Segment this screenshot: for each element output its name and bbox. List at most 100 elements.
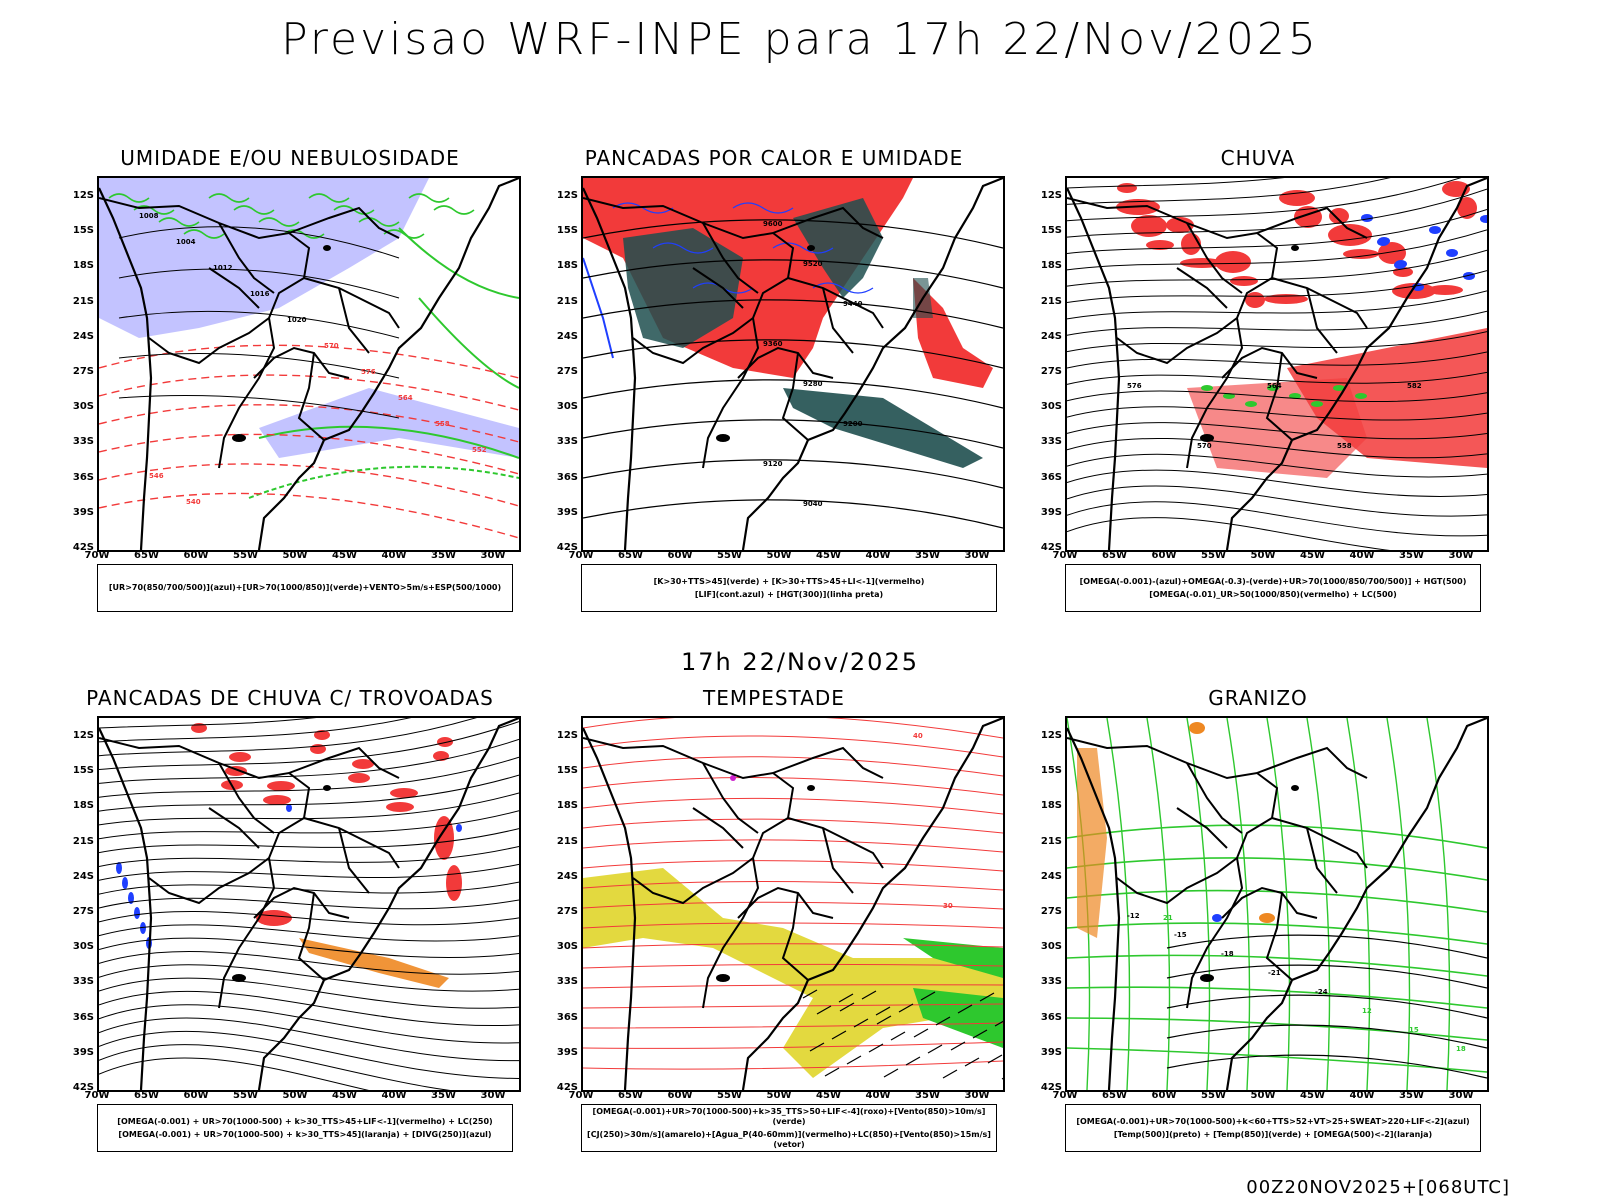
divg250-cell (116, 862, 122, 874)
lat-tick-label: 39S (556, 506, 578, 518)
rain-omega-cell (1427, 285, 1463, 295)
k-tts-area (623, 228, 743, 348)
country-border (1256, 746, 1368, 779)
lat-tick-label: 36S (556, 471, 578, 483)
coastline (1225, 178, 1487, 550)
streamline (99, 792, 519, 826)
lat-tick-label: 21S (1040, 295, 1062, 307)
contour-label: 564 (1267, 382, 1282, 390)
lif-contour (772, 242, 834, 254)
streamline (99, 937, 519, 959)
thunder-cell (446, 865, 462, 901)
legend-line: [LIF](cont.azul) + [HGT(300)](linha pret… (694, 589, 884, 599)
divg250-cell (134, 907, 140, 919)
lat-tick-label: 18S (1040, 800, 1062, 812)
legend-line: [OMEGA(-0.001)+UR>70(1000-500)+k<60+TTS>… (1076, 1116, 1470, 1126)
temp850-contour (1346, 718, 1371, 1090)
wind-vector (890, 1031, 906, 1041)
streamline (1067, 178, 1285, 189)
country-border (297, 352, 325, 441)
thickness-contour (99, 404, 519, 443)
coastline (741, 178, 1003, 550)
legend-line: [OMEGA(-0.001)-(azul)+OMEGA(-0.3)-(verde… (1079, 576, 1467, 586)
streamline (1067, 270, 1487, 304)
wind-vector (942, 1069, 958, 1079)
lif-contour (583, 257, 614, 359)
rain-omega-cell (1230, 276, 1258, 286)
contour-label: 1012 (213, 264, 233, 272)
lake-marker (1200, 434, 1214, 442)
panel-trovoadas: PANCADAS DE CHUVA C/ TROVOADAS 12S 15S 18S… (50, 686, 530, 1156)
lat-tick-label: 42S (1040, 542, 1062, 553)
humidity-1000-contour (433, 205, 475, 215)
country-border (218, 317, 276, 469)
k-tts-area (793, 198, 883, 298)
omega-strong-cell (1311, 401, 1323, 407)
omega-strong-cell (1289, 393, 1301, 399)
humidity-1000-contour (108, 193, 150, 203)
contour-label: 9200 (843, 420, 863, 428)
lat-tick-label: 36S (72, 471, 94, 483)
lat-tick-label: 36S (72, 1011, 94, 1023)
rain-omega-cell (1131, 215, 1167, 237)
temp500-contour (1166, 1054, 1487, 1079)
lon-tick-label: 65W (134, 550, 159, 561)
contour-label: 9360 (763, 340, 783, 348)
lat-tick-label: 33S (72, 976, 94, 988)
wind-vector (987, 1054, 1003, 1064)
hgt300-contour (583, 339, 1003, 369)
temp850-contour (1067, 954, 1487, 977)
thickness-contour (99, 344, 519, 379)
country-border (288, 206, 400, 239)
country-border (1186, 222, 1243, 294)
lc850-contour (583, 1041, 1003, 1049)
lc850-contour (583, 735, 1003, 758)
lon-tick-label: 30W (964, 550, 990, 561)
lake-marker (232, 974, 246, 982)
longitude-axis: 70W 65W 60W 55W 50W 45W 40W 35W 30W (85, 550, 521, 564)
longitude-axis: 70W 65W 60W 55W 50W 45W 40W 35W 30W (1053, 550, 1489, 564)
wind-vector (1001, 1077, 1003, 1080)
contour-label: -24 (1315, 988, 1328, 996)
lat-tick-label: 24S (556, 870, 578, 882)
lc850-contour (583, 839, 1003, 853)
lon-tick-label: 55W (1201, 1090, 1226, 1101)
longitude-axis: 70W 65W 60W 55W 50W 45W 40W 35W 30W (85, 1090, 521, 1104)
country-border (781, 352, 809, 441)
lat-tick-label: 36S (1040, 471, 1062, 483)
lat-tick-label: 42S (72, 542, 94, 553)
country-border (1306, 827, 1338, 894)
temp850-contour (1067, 1047, 1487, 1073)
coastline-west (1067, 187, 1121, 550)
streamline (1067, 390, 1487, 403)
contour-label: 564 (398, 394, 413, 402)
contour-label: 1020 (287, 316, 307, 324)
temp850-contour (1067, 986, 1487, 1009)
legend-box: [OMEGA(-0.001)+UR>70(1000-500)+k<60+TTS>… (1065, 1104, 1481, 1152)
contour-label: 1016 (250, 290, 270, 298)
panel-title: CHUVA (1220, 146, 1296, 170)
lat-tick-label: 30S (1040, 401, 1062, 413)
lon-tick-label: 40W (1349, 1090, 1375, 1101)
lat-tick-label: 21S (72, 835, 94, 847)
country-border (822, 827, 854, 894)
wind-vector (846, 1055, 862, 1065)
lc850-contour (583, 1022, 1003, 1029)
country-border (737, 346, 834, 379)
lif-contour (732, 202, 794, 214)
lat-tick-label: 21S (556, 295, 578, 307)
wind-vector (935, 1016, 951, 1026)
contour-label: 9600 (763, 220, 783, 228)
country-border (253, 886, 350, 919)
thunder-cell (225, 766, 247, 776)
lon-tick-label: 65W (618, 1090, 643, 1101)
contour-label: 9040 (803, 500, 823, 508)
coastline-west (583, 187, 637, 550)
lon-tick-label: 35W (915, 550, 940, 561)
lon-tick-label: 50W (1250, 1090, 1276, 1101)
coastline-west (583, 727, 637, 1090)
temp850-contour (1226, 718, 1251, 1090)
severe-storm-cell (730, 775, 736, 781)
rain-omega-cell (1392, 283, 1436, 299)
lon-tick-label: 45W (1300, 1090, 1325, 1101)
